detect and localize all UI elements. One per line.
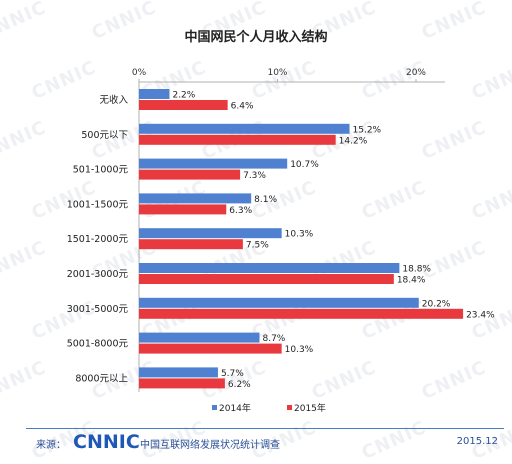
data-label: 2.2% xyxy=(172,91,195,101)
data-label: 10.3% xyxy=(285,345,314,355)
data-label: 15.2% xyxy=(353,125,382,135)
data-label: 14.2% xyxy=(339,136,368,146)
category-label: 2001-3000元 xyxy=(67,269,129,280)
data-label: 8.1% xyxy=(254,195,277,205)
data-label: 7.5% xyxy=(246,241,269,251)
bar-2015 xyxy=(139,378,225,389)
bar-2015 xyxy=(139,204,227,215)
bar-2015 xyxy=(139,239,243,250)
bar-2015 xyxy=(139,100,228,110)
category-label: 5001-8000元 xyxy=(67,339,129,350)
bar-2014 xyxy=(139,228,282,239)
data-label: 7.3% xyxy=(243,171,266,181)
bar-2015 xyxy=(139,134,336,145)
source-text: 中国互联网络发展状况统计调查 xyxy=(140,440,280,451)
bar-2015 xyxy=(139,169,241,180)
source-label: 来源： xyxy=(36,440,66,451)
category-label: 无收入 xyxy=(99,94,128,106)
bar-2014 xyxy=(139,263,400,273)
footer-divider xyxy=(26,428,504,429)
legend-swatch xyxy=(212,405,217,410)
cnnic-logo: CNNIC xyxy=(73,431,140,453)
data-label: 10.7% xyxy=(290,160,319,170)
source-date: 2015.12 xyxy=(456,436,498,447)
legend-label: 2014年 xyxy=(219,402,251,414)
data-label: 18.8% xyxy=(402,265,431,275)
x-tick-label: 20% xyxy=(406,68,426,78)
bar-2015 xyxy=(139,343,282,354)
bar-2015 xyxy=(139,308,464,319)
bar-2014 xyxy=(139,193,252,204)
x-tick-label: 0% xyxy=(132,68,147,78)
bar-2014 xyxy=(139,332,260,343)
chart-title: 中国网民个人月收入结构 xyxy=(184,30,328,45)
category-label: 1501-2000元 xyxy=(67,234,129,245)
bar-2014 xyxy=(139,367,218,378)
data-label: 18.4% xyxy=(397,276,426,286)
data-label: 20.2% xyxy=(422,299,451,309)
data-label: 8.7% xyxy=(262,334,285,344)
bar-2015 xyxy=(139,274,394,284)
category-label: 1001-1500元 xyxy=(67,199,129,210)
bar-2014 xyxy=(139,123,350,134)
category-label: 500元以下 xyxy=(81,130,128,141)
legend-label: 2015年 xyxy=(294,402,326,414)
x-tick-label: 10% xyxy=(267,68,287,78)
data-label: 23.4% xyxy=(466,310,495,320)
bar-2014 xyxy=(139,89,170,99)
footer: 来源： CNNIC 中国互联网络发展状况统计调查 2015.12 xyxy=(0,430,512,456)
category-label: 501-1000元 xyxy=(73,165,129,176)
data-label: 10.3% xyxy=(285,230,314,240)
data-label: 6.4% xyxy=(231,102,254,112)
category-label: 3001-5000元 xyxy=(67,304,129,315)
bar-2014 xyxy=(139,297,419,308)
category-label: 8000元以上 xyxy=(75,373,128,384)
data-label: 5.7% xyxy=(221,369,244,379)
legend-swatch xyxy=(287,405,292,410)
data-label: 6.3% xyxy=(229,206,252,216)
data-label: 6.2% xyxy=(228,380,251,390)
bar-2014 xyxy=(139,158,288,169)
